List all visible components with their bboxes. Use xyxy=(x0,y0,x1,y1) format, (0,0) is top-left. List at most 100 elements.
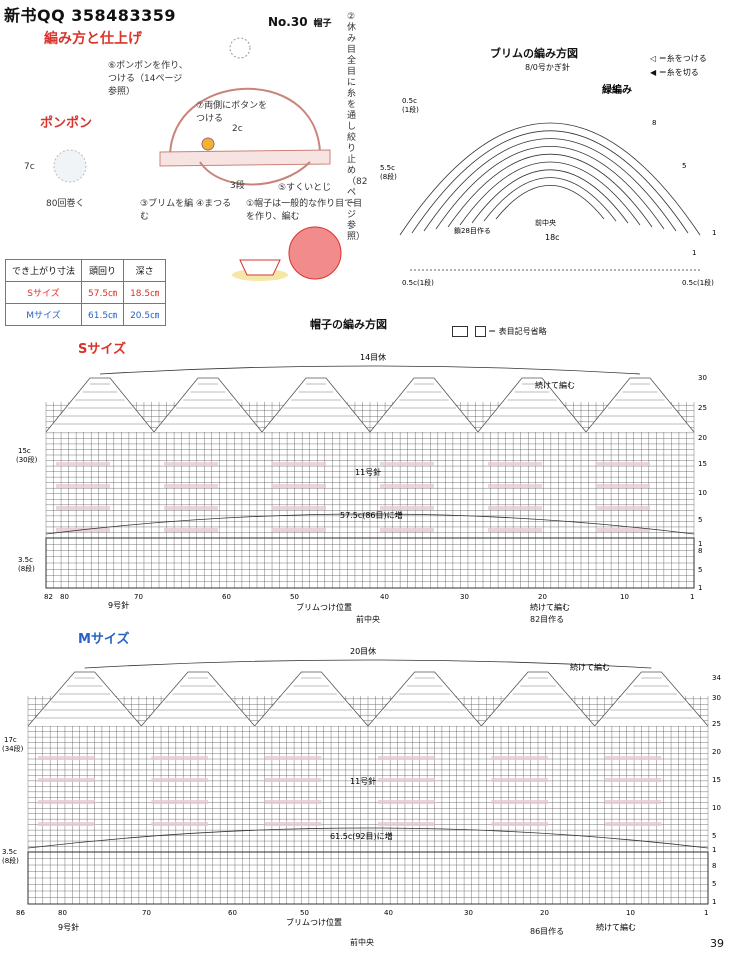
step7-note: ⑦両側にボタンをつける xyxy=(196,101,268,124)
side-row-number: 30 xyxy=(712,694,721,702)
shade-band xyxy=(380,462,434,466)
brim-row-arc xyxy=(447,153,653,228)
size-table-header: でき上がり寸法 頭回り 深さ xyxy=(4,259,167,282)
brim-row-arc xyxy=(423,138,677,232)
shade-band xyxy=(272,506,326,510)
size-m-name: Mサイズ xyxy=(4,303,83,326)
s-cont: 続けて編む xyxy=(530,602,570,612)
teacup-illustration xyxy=(232,226,342,281)
table-row: Mサイズ 61.5㎝ 20.5㎝ xyxy=(4,303,167,326)
page-number: 39 xyxy=(710,937,724,950)
bottom-stitch-number: 30 xyxy=(460,593,469,601)
brim-side-left: 0.5c(1段) xyxy=(402,278,434,287)
bottom-stitch-number: 40 xyxy=(380,593,389,601)
shade-band xyxy=(380,528,434,532)
chart-title: 帽子の編み方図 xyxy=(310,318,387,331)
size-s-head: 57.5㎝ xyxy=(81,281,125,304)
size-m-depth: 20.5㎝ xyxy=(123,303,167,326)
shade-band xyxy=(488,484,542,488)
step2-note: ②休み目全目に糸を通し絞り止め（82ページ参照） xyxy=(347,12,368,242)
brim-top-rows: (1段) xyxy=(402,105,419,114)
side-row-number: 5 xyxy=(698,566,702,574)
s-needle-bottom: 9号針 xyxy=(108,600,129,610)
shade-band xyxy=(151,778,208,782)
bottom-stitch-number: 30 xyxy=(464,909,473,917)
pompom-title: ポンポン xyxy=(40,116,93,131)
shade-band xyxy=(264,778,322,782)
m-size-chart: 86 80 70 60 50 40 30 20 10 1 34 30 25 20 15 10 5 1 8 5 1 20目… xyxy=(2,646,721,932)
shade-band xyxy=(596,462,650,466)
side-row-number: 5 xyxy=(698,516,702,524)
shade-band xyxy=(264,756,322,760)
shade-band xyxy=(164,462,218,466)
brim-row-5: 5 xyxy=(682,162,686,170)
brim-row-8: 8 xyxy=(652,119,656,127)
shade-band xyxy=(604,822,662,826)
pompom-wind: 80回巻く xyxy=(46,199,85,209)
shade-band xyxy=(264,822,322,826)
size-2c: 2c xyxy=(232,124,243,134)
brim-sketch xyxy=(199,161,311,186)
header-qq: 新书QQ 358483359 xyxy=(4,6,176,25)
s-inc: 57.5c(86目)に増 xyxy=(340,510,403,520)
brim-height-rows: (8段) xyxy=(380,172,397,181)
shade-band xyxy=(488,506,542,510)
shade-band xyxy=(151,756,208,760)
decrease-peak xyxy=(367,671,482,727)
rib-border xyxy=(45,537,695,589)
size-s-name: Sサイズ xyxy=(4,281,83,304)
bottom-stitch-number: 82 xyxy=(44,593,53,601)
shade-band xyxy=(380,484,434,488)
decrease-peak xyxy=(261,377,371,433)
s-center: 前中央 xyxy=(356,615,380,624)
shade-band xyxy=(596,484,650,488)
pattern-item: 帽子 xyxy=(313,19,332,29)
bottom-stitch-number: 80 xyxy=(60,593,69,601)
step5-note: ⑤すくいとじ xyxy=(278,183,332,193)
m-brim-pos: ブリムつけ位置 xyxy=(286,917,342,927)
s-rib: 3.5c xyxy=(18,556,33,564)
brim-hook: 8/0号かぎ針 xyxy=(525,63,570,72)
side-row-number: 1 xyxy=(698,584,702,592)
legend-text: ＝ 表目記号省略 xyxy=(488,327,547,336)
bottom-stitch-number: 70 xyxy=(142,909,151,917)
step6-note: ⑥ポンポンを作り、つける（14ページ参照） xyxy=(108,61,188,97)
bottom-stitch-number: 1 xyxy=(704,909,708,917)
brim-row-arc xyxy=(495,185,605,220)
legend-cut: ◀ ＝糸を切る xyxy=(650,68,699,77)
step3-note: ③ブリムを編む xyxy=(140,199,194,222)
m-cast: 86目作る xyxy=(530,927,565,936)
shade-band xyxy=(491,800,548,804)
brim-row-1: 1 xyxy=(712,229,716,237)
brim-row-arc xyxy=(483,177,617,222)
side-row-number: 8 xyxy=(712,862,716,870)
shade-band xyxy=(272,484,326,488)
decrease-peak xyxy=(27,671,142,727)
shade-band xyxy=(596,506,650,510)
m-rib-rows: (8段) xyxy=(2,856,19,865)
shade-band xyxy=(272,528,326,532)
tea-cozy xyxy=(288,226,342,280)
bottom-stitch-number: 50 xyxy=(290,593,299,601)
brim-side-right: 0.5c(1段) xyxy=(682,278,714,287)
brim-legend: ◁ ＝糸をつける ◀ ＝糸を切る xyxy=(650,52,707,80)
chart-legend: ＝ 表目記号省略 xyxy=(452,326,547,337)
decrease-peak xyxy=(369,377,479,433)
size-col-0: でき上がり寸法 xyxy=(4,259,83,282)
bottom-stitch-number: 70 xyxy=(134,593,143,601)
brim-title: ブリムの編み方図 xyxy=(490,47,578,60)
legend-box-icon xyxy=(452,326,468,337)
shade-band xyxy=(378,778,435,782)
shade-band xyxy=(596,528,650,532)
shade-band xyxy=(488,462,542,466)
m-rib: 3.5c xyxy=(2,848,17,856)
shade-band xyxy=(38,778,95,782)
bottom-stitch-number: 20 xyxy=(540,909,549,917)
shade-band xyxy=(378,800,435,804)
side-row-number: 15 xyxy=(712,776,721,784)
brim-center: 前中央 xyxy=(535,218,556,227)
bottom-stitch-number: 60 xyxy=(228,909,237,917)
brim-diagram: 緑編み 0.5c (1段) 5.5c (8段) 前中央 鎖28目作る 18c 0… xyxy=(380,83,716,287)
button-sketch xyxy=(201,137,215,151)
m-depth-rows: (34段) xyxy=(2,744,24,753)
